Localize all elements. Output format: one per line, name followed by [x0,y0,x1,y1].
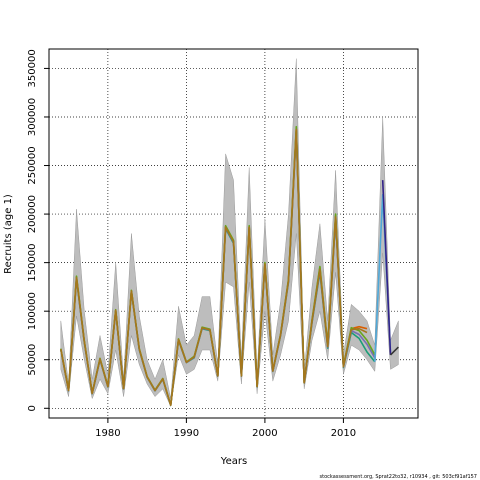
x-axis: 1980 1990 2000 2010 [95,418,356,439]
series-line-8 [389,346,399,356]
plot-frame [48,48,419,419]
y-tick-label: 300000 [27,98,38,136]
y-tick-label: 350000 [27,49,38,87]
x-tick-label: 2010 [331,428,356,439]
x-axis-title: Years [220,456,247,467]
y-tick-label: 250000 [27,146,38,184]
x-tick-label: 2000 [252,428,277,439]
y-tick-label: 100000 [27,292,38,330]
series-lines [60,125,399,407]
series-line-5 [60,128,368,406]
y-axis: 0 50000 100000 150000 200000 250000 300000 3500… [27,49,49,411]
y-tick-label: 150000 [27,244,38,282]
footer-text: stockassessment.org, Sprat22to32, r10934… [319,474,477,480]
series-line-7 [381,180,392,355]
y-tick-label: 0 [27,405,38,411]
y-axis-title: Recruits (age 1) [3,194,14,274]
x-tick-label: 1980 [95,428,120,439]
y-tick-label: 200000 [27,195,38,233]
y-tick-label: 50000 [27,344,38,376]
x-tick-label: 1990 [174,428,199,439]
